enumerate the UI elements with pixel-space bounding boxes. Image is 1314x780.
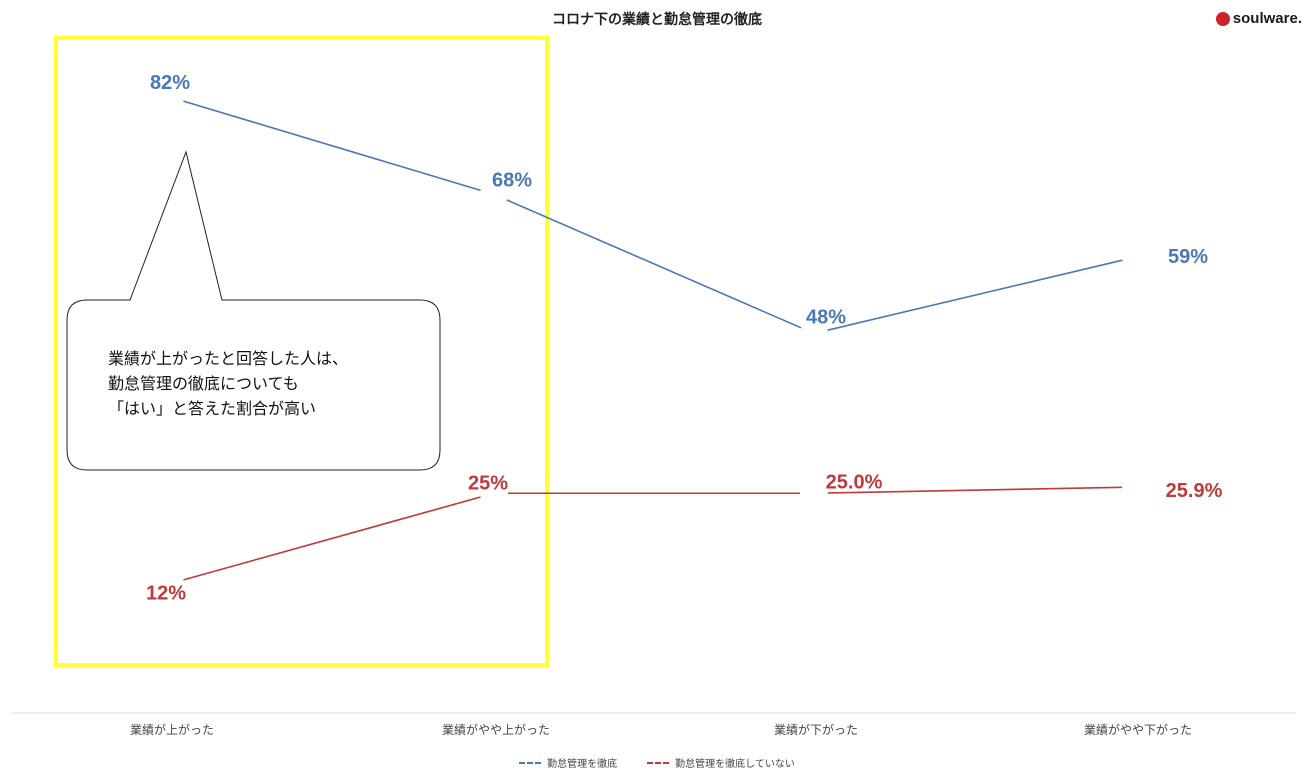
data-label: 25.9% (1166, 480, 1223, 502)
series-line-segment (183, 496, 481, 581)
data-label: 25% (468, 472, 508, 494)
logo-text: soulware. (1232, 10, 1302, 27)
x-tick-label: 業績が下がった (774, 722, 858, 737)
callout-text: 業績が上がったと回答した人は、 勤怠管理の徹底についても 「はい」と答えた割合が… (108, 346, 348, 421)
highlight-box (54, 36, 549, 667)
legend-swatch (647, 761, 670, 764)
logo-icon (1215, 11, 1230, 26)
series-line-segment (827, 486, 1123, 494)
x-tick-label: 業績が上がった (130, 722, 214, 737)
x-tick-label: 業績がやや下がった (1084, 722, 1192, 737)
data-label: 48% (806, 306, 846, 328)
legend-label: 勤怠管理を徹底していない (675, 759, 795, 770)
data-label: 12% (146, 583, 186, 605)
series-line-segment (827, 259, 1123, 331)
data-label: 25.0% (826, 471, 883, 493)
callout-bubble (66, 150, 441, 471)
x-tick-label: 業績がやや上がった (442, 722, 550, 737)
legend: 勤怠管理を徹底 勤怠管理を徹底していない (0, 755, 1314, 770)
legend-item: 勤怠管理を徹底 (519, 755, 617, 770)
callout-line: 「はい」と答えた割合が高い (108, 399, 317, 418)
brand-logo: soulware. (1215, 10, 1302, 27)
series-line-segment (506, 199, 802, 329)
legend-swatch (519, 761, 542, 764)
series-line-segment (183, 100, 481, 192)
legend-item: 勤怠管理を徹底していない (647, 755, 795, 770)
data-label: 59% (1168, 246, 1208, 268)
callout-line: 業績が上がったと回答した人は、 (108, 349, 349, 368)
legend-label: 勤怠管理を徹底 (547, 759, 618, 770)
callout-line: 勤怠管理の徹底についても (108, 374, 299, 393)
data-label: 82% (150, 72, 190, 94)
data-label: 68% (492, 169, 532, 191)
chart-title: コロナ下の業績と勤怠管理の徹底 (552, 12, 762, 28)
